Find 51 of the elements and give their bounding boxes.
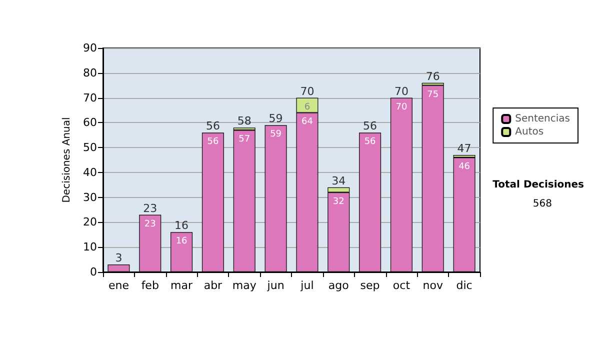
data-label: 64 (301, 117, 314, 128)
data-label: 56 (207, 137, 219, 148)
y-tick-label: 90 (83, 42, 97, 54)
x-tick-label: ene (108, 279, 130, 292)
x-tick-label: nov (422, 279, 444, 292)
x-tick-label: jun (266, 279, 284, 292)
text: Total Decisiones (492, 180, 584, 190)
data-label: 23 (144, 219, 156, 230)
data-label: 59 (270, 130, 282, 140)
total-label: 56 (363, 120, 378, 133)
total-label: 34 (332, 174, 346, 188)
total-label: 3 (115, 252, 122, 265)
total-label: 16 (174, 219, 189, 232)
data-label: 16 (176, 236, 188, 247)
total-label: 58 (237, 114, 252, 128)
x-tick-label: ago (328, 279, 350, 292)
total-label: 23 (143, 202, 158, 215)
data-label: 70 (396, 102, 408, 112)
text: 568 (532, 198, 552, 210)
y-tick-label: 80 (83, 66, 97, 80)
y-tick-label: 30 (83, 190, 97, 204)
y-tick-label: 10 (83, 240, 97, 254)
total-label: 59 (268, 112, 283, 126)
data-label: 6 (304, 102, 310, 112)
x-tick-label: jul (300, 279, 314, 292)
x-tick-label: feb (141, 279, 159, 292)
y-tick-label: 50 (83, 141, 97, 154)
total-label: 76 (426, 70, 440, 83)
x-tick-label: sep (360, 279, 380, 292)
data-label: 32 (332, 196, 344, 207)
total-label: 47 (457, 142, 472, 156)
x-tick-label: dic (456, 279, 472, 292)
data-label: 75 (427, 90, 439, 100)
legend-label: Sentencias (515, 114, 570, 124)
x-tick-label: abr (204, 279, 223, 292)
total-label: 56 (206, 120, 220, 133)
data-label: 57 (238, 134, 250, 145)
x-tick-label: mar (170, 279, 194, 292)
y-tick-label: 70 (83, 91, 97, 104)
y-tick-label: 60 (83, 116, 97, 130)
x-tick-label: oct (392, 279, 411, 292)
x-tick-label: may (232, 279, 257, 292)
y-tick-label: 0 (90, 266, 97, 278)
y-tick-label: 20 (83, 216, 97, 229)
total-label: 70 (300, 84, 314, 98)
data-label: 46 (458, 162, 470, 172)
legend-label: Autos (515, 126, 544, 138)
total-label: 70 (394, 84, 408, 98)
data-label: 56 (364, 137, 376, 148)
y-axis-title: Decisiones Anual (62, 117, 73, 203)
y-tick-label: 40 (83, 166, 97, 179)
